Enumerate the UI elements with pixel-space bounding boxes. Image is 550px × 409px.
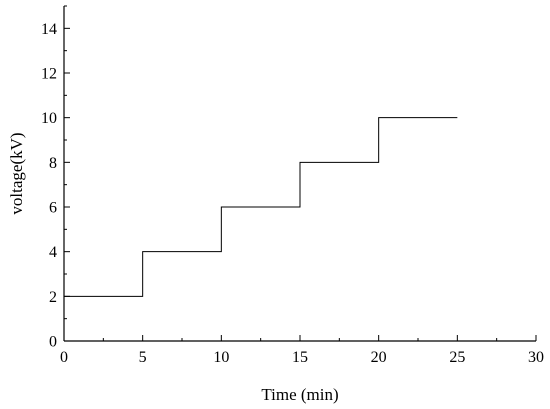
- y-tick-label: 14: [41, 21, 57, 38]
- y-tick-label: 2: [49, 289, 57, 306]
- series-layer: [64, 117, 458, 297]
- y-tick-label: 10: [41, 110, 57, 127]
- series-line: [64, 117, 458, 297]
- x-tick-label: 20: [371, 349, 387, 366]
- y-tick-label: 12: [41, 66, 57, 83]
- x-tick-label: 15: [292, 349, 308, 366]
- x-tick-label: 25: [449, 349, 465, 366]
- x-tick-label: 0: [60, 349, 68, 366]
- x-axis-title: Time (min): [261, 385, 338, 404]
- y-ticks: 0 2 4 6 8 10 12 14: [41, 5, 70, 351]
- x-tick-label: 5: [139, 349, 147, 366]
- y-tick-label: 0: [49, 334, 57, 351]
- x-tick-label: 30: [528, 349, 544, 366]
- y-tick-label: 8: [49, 155, 57, 172]
- y-tick-label: 6: [49, 200, 57, 217]
- y-tick-label: 4: [49, 244, 57, 261]
- y-axis-title: voltage(kV): [7, 132, 26, 214]
- x-tick-label: 10: [213, 349, 229, 366]
- x-ticks: 0 5 10 15 20 25 30: [60, 335, 544, 366]
